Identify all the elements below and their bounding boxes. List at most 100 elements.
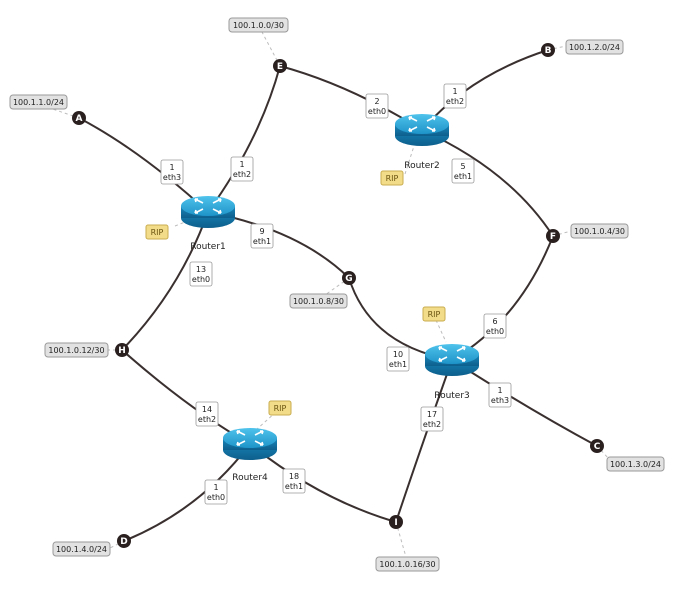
node-c[interactable]: C (590, 439, 604, 453)
node-e[interactable]: E (273, 59, 287, 73)
iface-router1-eth3[interactable]: 1 eth3 (160, 159, 184, 185)
svg-text:eth0: eth0 (207, 493, 225, 502)
node-b[interactable]: B (541, 43, 555, 57)
node-g[interactable]: G (342, 271, 356, 285)
svg-text:eth2: eth2 (446, 97, 464, 106)
svg-text:eth0: eth0 (486, 327, 504, 336)
iface-router4-eth2[interactable]: 14 eth2 (195, 401, 219, 427)
router-1[interactable]: Router1 (181, 196, 235, 252)
network-nodes: A B C D E F G H I (72, 43, 604, 548)
interface-labels: 1 eth3 1 eth2 9 eth1 13 eth0 2 eth0 1 et… (160, 83, 512, 505)
network-label-d[interactable]: 100.1.4.0/24 (52, 541, 111, 557)
svg-text:A: A (76, 114, 83, 124)
node-h[interactable]: H (115, 343, 129, 357)
iface-router2-eth1[interactable]: 5 eth1 (451, 158, 475, 184)
svg-text:100.1.0.0/30: 100.1.0.0/30 (233, 21, 284, 30)
rip-badge-router1[interactable]: RIP (145, 224, 169, 240)
svg-text:eth1: eth1 (389, 360, 407, 369)
svg-text:1: 1 (239, 160, 244, 169)
svg-text:5: 5 (460, 162, 465, 171)
svg-text:1: 1 (497, 386, 502, 395)
network-label-b[interactable]: 100.1.2.0/24 (565, 39, 624, 55)
router-2[interactable]: Router2 (395, 114, 449, 171)
node-f[interactable]: F (546, 229, 560, 243)
svg-text:D: D (120, 537, 127, 547)
svg-text:1: 1 (452, 87, 457, 96)
network-label-e[interactable]: 100.1.0.0/30 (228, 17, 289, 33)
iface-router1-eth0[interactable]: 13 eth0 (189, 261, 213, 287)
iface-router2-eth0[interactable]: 2 eth0 (365, 93, 389, 119)
iface-router4-eth1[interactable]: 18 eth1 (282, 468, 306, 494)
svg-text:RIP: RIP (274, 404, 287, 413)
svg-text:100.1.3.0/24: 100.1.3.0/24 (610, 460, 661, 469)
svg-text:B: B (545, 46, 552, 56)
svg-text:eth2: eth2 (198, 415, 216, 424)
rip-badge-router3[interactable]: RIP (422, 306, 446, 322)
svg-text:eth3: eth3 (491, 396, 509, 405)
network-label-i[interactable]: 100.1.0.16/30 (375, 556, 440, 572)
svg-text:100.1.0.8/30: 100.1.0.8/30 (293, 297, 344, 306)
iface-router1-eth1[interactable]: 9 eth1 (250, 223, 274, 249)
svg-text:100.1.2.0/24: 100.1.2.0/24 (569, 43, 620, 52)
network-label-a[interactable]: 100.1.1.0/24 (9, 94, 68, 110)
link-router1-a (78, 117, 209, 213)
node-i[interactable]: I (389, 515, 403, 529)
router-2-label: Router2 (404, 161, 440, 171)
svg-text:1: 1 (169, 163, 174, 172)
svg-text:F: F (550, 232, 556, 242)
svg-text:RIP: RIP (151, 228, 164, 237)
network-label-f[interactable]: 100.1.0.4/30 (570, 223, 629, 239)
link-router4-h (121, 349, 251, 445)
iface-router2-eth2[interactable]: 1 eth2 (443, 83, 467, 109)
link-router1-h (121, 211, 209, 351)
router-arrows-icon (438, 346, 466, 362)
node-d[interactable]: D (117, 534, 131, 548)
router-4-label: Router4 (232, 473, 268, 483)
rip-badge-router2[interactable]: RIP (380, 170, 404, 186)
svg-text:100.1.0.16/30: 100.1.0.16/30 (379, 560, 435, 569)
router-4[interactable]: Router4 (223, 428, 277, 483)
link-router3-f (451, 235, 554, 361)
svg-text:I: I (394, 518, 397, 528)
network-label-g[interactable]: 100.1.0.8/30 (289, 293, 348, 309)
router-arrows-icon (408, 116, 436, 132)
svg-text:100.1.4.0/24: 100.1.4.0/24 (56, 545, 107, 554)
rip-badge-router4[interactable]: RIP (268, 400, 292, 416)
svg-text:C: C (594, 442, 601, 452)
link-router3-c (451, 359, 598, 447)
svg-text:G: G (345, 274, 352, 284)
iface-router3-eth3[interactable]: 1 eth3 (488, 382, 512, 408)
iface-router3-eth0[interactable]: 6 eth0 (483, 313, 507, 339)
svg-text:100.1.0.12/30: 100.1.0.12/30 (48, 346, 104, 355)
svg-text:E: E (277, 62, 283, 72)
svg-text:10: 10 (393, 350, 403, 359)
link-router4-d (123, 443, 251, 542)
network-label-h[interactable]: 100.1.0.12/30 (44, 342, 109, 358)
network-labels: 100.1.1.0/24 100.1.2.0/24 100.1.3.0/24 1… (9, 17, 665, 572)
iface-router3-eth2[interactable]: 17 eth2 (420, 406, 444, 432)
network-label-c[interactable]: 100.1.3.0/24 (606, 456, 665, 472)
node-a[interactable]: A (72, 111, 86, 125)
svg-text:eth1: eth1 (285, 482, 303, 491)
svg-text:RIP: RIP (386, 174, 399, 183)
svg-text:13: 13 (196, 265, 206, 274)
svg-text:6: 6 (492, 317, 497, 326)
iface-router4-eth0[interactable]: 1 eth0 (204, 479, 228, 505)
svg-text:17: 17 (427, 410, 437, 419)
svg-text:eth2: eth2 (423, 420, 441, 429)
router-arrows-icon (236, 430, 264, 446)
svg-text:eth1: eth1 (454, 172, 472, 181)
svg-text:eth0: eth0 (192, 275, 210, 284)
router-3[interactable]: Router3 (425, 344, 479, 401)
svg-text:9: 9 (259, 227, 264, 236)
svg-text:eth2: eth2 (233, 170, 251, 179)
iface-router1-eth2[interactable]: 1 eth2 (230, 156, 254, 182)
router-arrows-icon (194, 198, 222, 214)
svg-text:H: H (118, 346, 126, 356)
svg-text:100.1.1.0/24: 100.1.1.0/24 (13, 98, 64, 107)
svg-text:eth0: eth0 (368, 107, 386, 116)
svg-text:2: 2 (374, 97, 379, 106)
iface-router3-eth1[interactable]: 10 eth1 (386, 346, 410, 372)
svg-text:100.1.0.4/30: 100.1.0.4/30 (574, 227, 625, 236)
